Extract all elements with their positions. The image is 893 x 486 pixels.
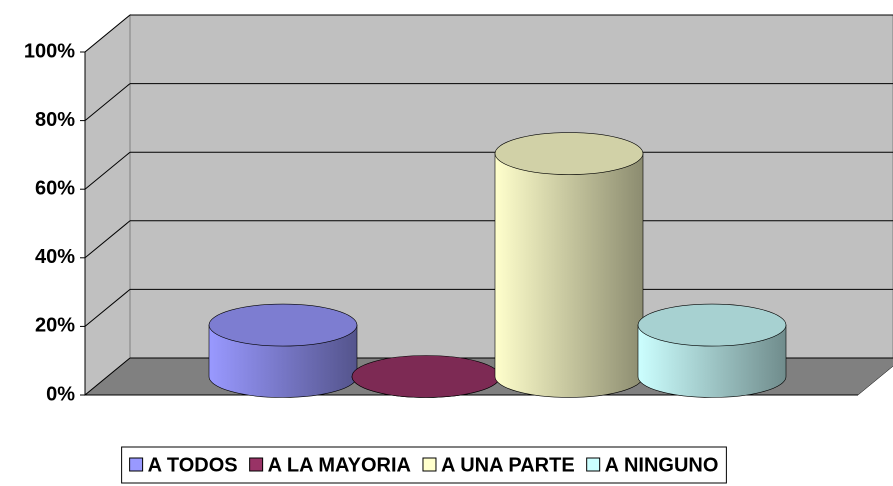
cylinder-top	[208, 303, 358, 347]
y-tick-label: 100%	[24, 40, 75, 62]
y-tick-label: 60%	[35, 177, 75, 199]
cylinder-top	[494, 132, 644, 175]
grid-line-side	[84, 220, 131, 259]
grid-line-side	[84, 151, 131, 190]
grid-line-side	[84, 14, 131, 53]
legend-label: A TODOS	[148, 454, 238, 476]
legend-label: A LA MAYORIA	[268, 454, 411, 476]
cylinder-top	[637, 303, 787, 347]
cylinder-top	[351, 355, 501, 398]
legend-swatch	[249, 457, 264, 472]
legend-swatch	[129, 457, 144, 472]
y-tick-label: 20%	[35, 315, 75, 337]
legend: A TODOS A LA MAYORIA A UNA PARTE A NINGUNO	[121, 446, 727, 484]
legend-label: A UNA PARTE	[441, 454, 575, 476]
grid-line-side	[84, 83, 131, 121]
grid-line-side	[84, 357, 131, 396]
legend-swatch	[586, 457, 601, 472]
y-tick-label: 40%	[35, 246, 75, 268]
legend-item: A LA MAYORIA	[249, 454, 411, 476]
legend-item: A NINGUNO	[586, 454, 719, 476]
y-tick-label: 0%	[46, 383, 75, 405]
legend-box	[121, 446, 727, 484]
legend-label: A NINGUNO	[605, 454, 719, 476]
left-wall	[84, 13, 131, 397]
cylinder	[494, 153, 644, 398]
legend-swatch	[422, 457, 437, 472]
grid-line-side	[84, 289, 131, 327]
legend-item: A TODOS	[129, 454, 238, 476]
legend-item: A UNA PARTE	[422, 454, 575, 476]
y-tick-label: 80%	[35, 109, 75, 131]
